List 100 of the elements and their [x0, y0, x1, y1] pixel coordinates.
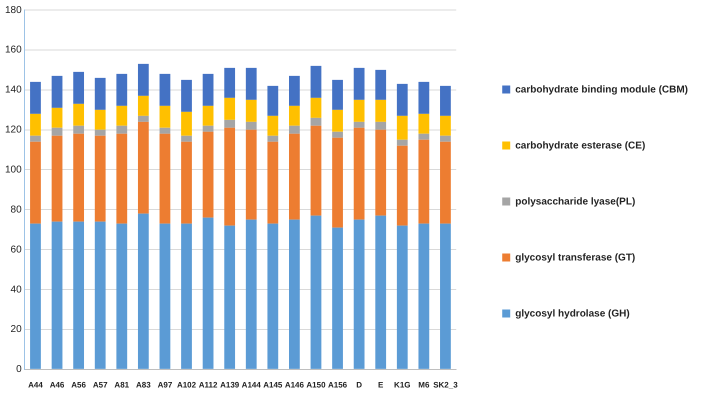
bar: [375, 130, 386, 216]
bar: [310, 118, 322, 126]
bar: [30, 136, 41, 142]
bar: [354, 220, 365, 369]
bar: [94, 136, 106, 222]
bar: [73, 222, 84, 369]
bar: [396, 116, 408, 140]
bar: [160, 106, 170, 128]
bar: [396, 226, 408, 369]
x-tick-label: A44: [28, 380, 44, 390]
x-tick-label: A156: [328, 380, 348, 390]
bar: [418, 114, 430, 134]
bar: [310, 98, 322, 118]
bar: [94, 78, 106, 110]
legend-label: carbohydrate binding module (CBM): [515, 84, 688, 96]
bar: [30, 114, 41, 136]
bar: [246, 100, 257, 122]
bar: [160, 224, 170, 369]
bar: [418, 82, 430, 114]
bar: [52, 136, 62, 222]
y-tick-label: 40: [10, 284, 22, 296]
x-tick-label: M6: [418, 380, 430, 390]
x-tick-label: A146: [284, 380, 305, 390]
bar: [246, 220, 257, 369]
bar: [73, 104, 84, 126]
bar: [396, 146, 408, 226]
bar: [202, 74, 214, 106]
bar: [440, 86, 451, 116]
y-tick-label: 140: [4, 84, 22, 96]
x-tick-label: A150: [306, 380, 326, 390]
bar: [310, 216, 322, 369]
bar: [52, 128, 62, 136]
x-tick-label: A83: [136, 380, 152, 390]
bar: [138, 122, 149, 214]
bar: [440, 224, 451, 369]
bar: [181, 142, 192, 224]
y-tick-label: 160: [4, 44, 22, 56]
bar: [160, 74, 170, 106]
bar: [418, 224, 430, 369]
bar: [396, 84, 408, 116]
bar: [116, 126, 128, 134]
bar: [375, 100, 386, 122]
bar: [138, 116, 149, 122]
bar: [30, 142, 41, 224]
bar: [138, 214, 149, 369]
bar: [332, 228, 343, 369]
legend-label: glycosyl hydrolase (GH): [515, 308, 630, 320]
bar: [396, 140, 408, 146]
bar: [440, 136, 451, 142]
bar: [418, 134, 430, 140]
bar: [224, 98, 236, 120]
legend-label: carbohydrate esterase (CE): [515, 140, 646, 152]
bar: [354, 100, 365, 122]
bar: [332, 80, 343, 110]
bar: [332, 132, 343, 138]
x-tick-label: A112: [198, 380, 218, 390]
bar: [52, 108, 62, 128]
bar: [202, 106, 214, 126]
bar: [354, 122, 365, 128]
bar: [73, 72, 84, 104]
bar: [94, 130, 106, 136]
bar: [310, 66, 322, 98]
bar: [310, 126, 322, 216]
x-tick-label: D: [356, 380, 362, 390]
bar: [267, 224, 278, 369]
bar: [267, 136, 278, 142]
x-tick-label: A56: [71, 380, 87, 390]
bar: [246, 122, 257, 130]
bar: [267, 86, 278, 116]
bar: [138, 64, 149, 96]
x-tick-label: A145: [263, 380, 283, 390]
bar: [160, 128, 170, 134]
bar: [94, 222, 106, 369]
bar: [52, 76, 62, 108]
bar: [181, 136, 192, 142]
bar: [116, 106, 128, 126]
x-tick-label: E: [378, 380, 384, 390]
bar: [418, 140, 430, 224]
bar: [289, 134, 300, 220]
x-tick-label: A46: [50, 380, 65, 390]
bar: [224, 120, 236, 128]
bar: [289, 106, 300, 126]
bar: [202, 218, 214, 369]
bar: [440, 116, 451, 136]
bar: [267, 142, 278, 224]
bar: [224, 128, 236, 226]
bar: [181, 112, 192, 136]
bar: [246, 130, 257, 220]
bar: [246, 68, 257, 100]
bar: [289, 220, 300, 369]
bar: [181, 224, 192, 369]
bar: [73, 126, 84, 134]
bar: [116, 224, 128, 369]
bar: [332, 110, 343, 132]
x-tick-label: SK2_3: [433, 380, 458, 390]
bar: [30, 82, 41, 114]
bar: [224, 226, 236, 369]
bar: [202, 126, 214, 132]
bar: [267, 116, 278, 136]
bar: [289, 76, 300, 106]
